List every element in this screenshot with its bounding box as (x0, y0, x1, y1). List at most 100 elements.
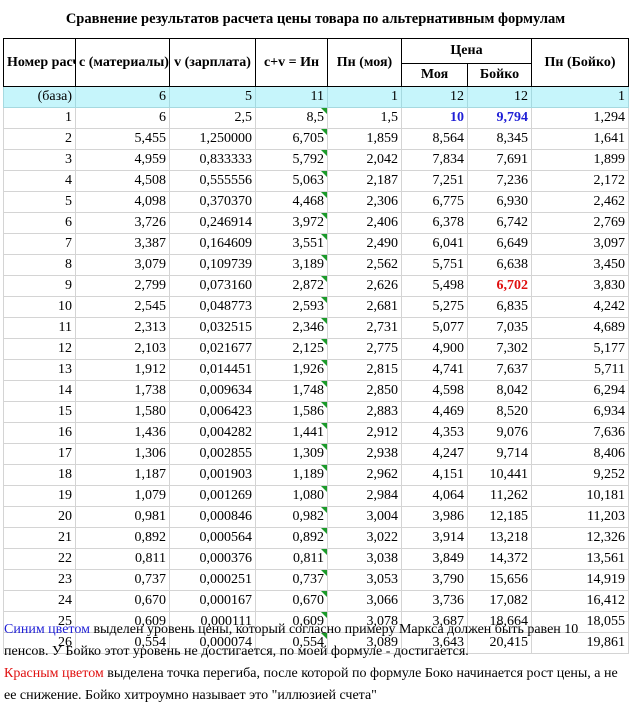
cell-r23-c6[interactable]: 15,656 (466, 569, 533, 591)
cell-r14-c7[interactable]: 6,294 (531, 380, 630, 402)
cell-r22-c7[interactable]: 13,561 (531, 548, 630, 570)
cell-r10-c1[interactable]: 2,545 (75, 296, 170, 318)
cell-r4-c2[interactable]: 0,555556 (169, 170, 256, 192)
cell-r14-c1[interactable]: 1,738 (75, 380, 170, 402)
cell-r19-c5[interactable]: 4,064 (401, 485, 468, 507)
cell-r6-c5[interactable]: 6,378 (401, 212, 468, 234)
cell-r11-c6[interactable]: 7,035 (466, 317, 533, 339)
cell-r16-c7[interactable]: 7,636 (531, 422, 630, 444)
cell-r10-c2[interactable]: 0,048773 (169, 296, 256, 318)
cell-r7-c2[interactable]: 0,164609 (169, 233, 256, 255)
cell-r24-c0[interactable]: 24 (3, 590, 76, 612)
cell-r25-c4[interactable]: 3,078 (327, 611, 402, 633)
cell-r3-c0[interactable]: 3 (3, 149, 76, 171)
cell-r4-c5[interactable]: 7,251 (401, 170, 468, 192)
cell-r0-c5[interactable]: 12 (401, 86, 468, 108)
cell-r8-c0[interactable]: 8 (3, 254, 76, 276)
cell-r6-c7[interactable]: 2,769 (531, 212, 630, 234)
cell-r4-c1[interactable]: 4,508 (75, 170, 170, 192)
header-price-mine[interactable]: Моя (401, 63, 468, 87)
header-price[interactable]: Цена (400, 38, 533, 64)
cell-r19-c1[interactable]: 1,079 (75, 485, 170, 507)
cell-r16-c1[interactable]: 1,436 (75, 422, 170, 444)
cell-r4-c6[interactable]: 7,236 (466, 170, 533, 192)
cell-r1-c3[interactable]: 8,5 (255, 107, 328, 129)
cell-r5-c7[interactable]: 2,462 (531, 191, 630, 213)
cell-r12-c1[interactable]: 2,103 (75, 338, 170, 360)
cell-r2-c3[interactable]: 6,705 (255, 128, 328, 150)
cell-r1-c7[interactable]: 1,294 (531, 107, 630, 129)
cell-r21-c7[interactable]: 12,326 (531, 527, 630, 549)
cell-r7-c7[interactable]: 3,097 (531, 233, 630, 255)
cell-r6-c4[interactable]: 2,406 (327, 212, 402, 234)
cell-r26-c7[interactable]: 19,861 (531, 632, 630, 654)
cell-r17-c6[interactable]: 9,714 (466, 443, 533, 465)
cell-r3-c3[interactable]: 5,792 (255, 149, 328, 171)
cell-r16-c4[interactable]: 2,912 (327, 422, 402, 444)
cell-r18-c6[interactable]: 10,441 (466, 464, 533, 486)
cell-r18-c4[interactable]: 2,962 (327, 464, 402, 486)
cell-r18-c3[interactable]: 1,189 (255, 464, 328, 486)
cell-r5-c3[interactable]: 4,468 (255, 191, 328, 213)
cell-r19-c4[interactable]: 2,984 (327, 485, 402, 507)
cell-r7-c6[interactable]: 6,649 (466, 233, 533, 255)
cell-r0-c4[interactable]: 1 (327, 86, 402, 108)
cell-r8-c3[interactable]: 3,189 (255, 254, 328, 276)
cell-r8-c4[interactable]: 2,562 (327, 254, 402, 276)
cell-r21-c3[interactable]: 0,892 (255, 527, 328, 549)
cell-r4-c4[interactable]: 2,187 (327, 170, 402, 192)
cell-r1-c0[interactable]: 1 (3, 107, 76, 129)
cell-r20-c1[interactable]: 0,981 (75, 506, 170, 528)
cell-r18-c7[interactable]: 9,252 (531, 464, 630, 486)
header-pn-boyko[interactable]: Пн (Бойко) (531, 38, 630, 87)
cell-r13-c5[interactable]: 4,741 (401, 359, 468, 381)
cell-r12-c4[interactable]: 2,775 (327, 338, 402, 360)
cell-r8-c6[interactable]: 6,638 (466, 254, 533, 276)
cell-r11-c7[interactable]: 4,689 (531, 317, 630, 339)
cell-r5-c0[interactable]: 5 (3, 191, 76, 213)
cell-r2-c0[interactable]: 2 (3, 128, 76, 150)
cell-r10-c4[interactable]: 2,681 (327, 296, 402, 318)
cell-r5-c5[interactable]: 6,775 (401, 191, 468, 213)
cell-r23-c7[interactable]: 14,919 (531, 569, 630, 591)
cell-r1-c2[interactable]: 2,5 (169, 107, 256, 129)
cell-r8-c1[interactable]: 3,079 (75, 254, 170, 276)
cell-r0-c6[interactable]: 12 (466, 86, 533, 108)
cell-r21-c6[interactable]: 13,218 (466, 527, 533, 549)
cell-r9-c3[interactable]: 2,872 (255, 275, 328, 297)
cell-r21-c2[interactable]: 0,000564 (169, 527, 256, 549)
cell-r17-c4[interactable]: 2,938 (327, 443, 402, 465)
cell-r9-c4[interactable]: 2,626 (327, 275, 402, 297)
cell-r15-c3[interactable]: 1,586 (255, 401, 328, 423)
cell-r13-c0[interactable]: 13 (3, 359, 76, 381)
cell-r2-c1[interactable]: 5,455 (75, 128, 170, 150)
cell-r7-c5[interactable]: 6,041 (401, 233, 468, 255)
cell-r0-c0[interactable]: (база) (3, 86, 76, 108)
cell-r23-c3[interactable]: 0,737 (255, 569, 328, 591)
cell-r22-c0[interactable]: 22 (3, 548, 76, 570)
cell-r22-c4[interactable]: 3,038 (327, 548, 402, 570)
cell-r3-c5[interactable]: 7,834 (401, 149, 468, 171)
cell-r2-c4[interactable]: 1,859 (327, 128, 402, 150)
cell-r20-c2[interactable]: 0,000846 (169, 506, 256, 528)
cell-r3-c1[interactable]: 4,959 (75, 149, 170, 171)
cell-r15-c7[interactable]: 6,934 (531, 401, 630, 423)
cell-r22-c2[interactable]: 0,000376 (169, 548, 256, 570)
cell-r12-c6[interactable]: 7,302 (466, 338, 533, 360)
cell-r15-c5[interactable]: 4,469 (401, 401, 468, 423)
cell-r23-c2[interactable]: 0,000251 (169, 569, 256, 591)
cell-r24-c1[interactable]: 0,670 (75, 590, 170, 612)
cell-r14-c2[interactable]: 0,009634 (169, 380, 256, 402)
cell-r13-c1[interactable]: 1,912 (75, 359, 170, 381)
cell-r0-c7[interactable]: 1 (531, 86, 630, 108)
cell-r9-c6[interactable]: 6,702 (466, 275, 533, 297)
cell-r9-c2[interactable]: 0,073160 (169, 275, 256, 297)
cell-r21-c4[interactable]: 3,022 (327, 527, 402, 549)
cell-r10-c6[interactable]: 6,835 (466, 296, 533, 318)
cell-r5-c6[interactable]: 6,930 (466, 191, 533, 213)
cell-r22-c1[interactable]: 0,811 (75, 548, 170, 570)
cell-r24-c6[interactable]: 17,082 (466, 590, 533, 612)
cell-r22-c3[interactable]: 0,811 (255, 548, 328, 570)
cell-r7-c0[interactable]: 7 (3, 233, 76, 255)
cell-r12-c3[interactable]: 2,125 (255, 338, 328, 360)
